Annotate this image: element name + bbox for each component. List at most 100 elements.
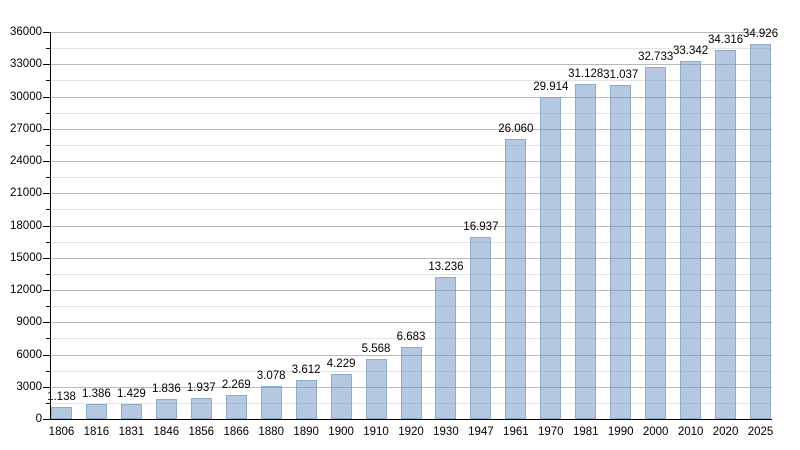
bar-value-label: 32.733 bbox=[638, 51, 674, 64]
y-major-tick bbox=[43, 32, 50, 33]
y-major-tick bbox=[43, 290, 50, 291]
bar-1930 bbox=[435, 276, 457, 419]
y-tick-label: 12000 bbox=[10, 284, 42, 296]
x-tick-label: 1880 bbox=[258, 426, 284, 438]
y-minor-tick bbox=[46, 177, 50, 178]
bar-value-label: 3.078 bbox=[256, 369, 286, 382]
y-tick-label: 9000 bbox=[16, 316, 42, 328]
y-major-tick bbox=[43, 64, 50, 65]
x-tick-label: 1806 bbox=[48, 426, 75, 438]
y-tick-label: 18000 bbox=[10, 220, 42, 232]
bar-2020 bbox=[715, 50, 737, 419]
bar-value-label: 1.386 bbox=[82, 388, 111, 401]
bar-1856 bbox=[190, 398, 212, 419]
bar-value-label: 16.937 bbox=[463, 220, 499, 233]
y-major-tick bbox=[43, 193, 50, 194]
y-tick-label: 21000 bbox=[10, 187, 42, 199]
gridline-minor bbox=[50, 209, 772, 210]
x-axis bbox=[50, 419, 772, 420]
bar-value-label: 1.138 bbox=[47, 390, 76, 403]
x-tick-label: 1930 bbox=[433, 426, 459, 438]
bar-1831 bbox=[120, 403, 142, 419]
bar-value-label: 31.037 bbox=[603, 69, 639, 82]
x-tick-label: 1910 bbox=[363, 426, 389, 438]
bar-value-label: 6.683 bbox=[396, 331, 426, 344]
bar-1910 bbox=[365, 359, 387, 419]
gridline-minor bbox=[50, 177, 772, 178]
gridline-minor bbox=[50, 338, 772, 339]
gridline-major bbox=[50, 161, 772, 162]
y-tick-label: 30000 bbox=[10, 91, 42, 103]
gridline-major bbox=[50, 322, 772, 323]
y-tick-label: 24000 bbox=[10, 155, 42, 167]
y-minor-tick bbox=[46, 242, 50, 243]
y-tick-label: 33000 bbox=[10, 58, 42, 70]
bar-1920 bbox=[400, 347, 422, 419]
bar-value-label: 1.937 bbox=[186, 382, 216, 395]
bar-value-label: 33.342 bbox=[673, 44, 709, 57]
bar-value-label: 4.229 bbox=[326, 357, 356, 370]
bar-value-label: 34.926 bbox=[742, 27, 779, 40]
bar-value-label: 2.269 bbox=[221, 378, 251, 391]
bar-1846 bbox=[155, 399, 177, 419]
y-major-tick bbox=[43, 258, 50, 259]
gridline-major bbox=[50, 226, 772, 227]
gridline-minor bbox=[50, 48, 772, 49]
x-tick-label: 1856 bbox=[188, 426, 215, 438]
gridline-minor bbox=[50, 145, 772, 146]
x-tick-label: 1890 bbox=[293, 426, 319, 438]
y-major-tick bbox=[43, 161, 50, 162]
bar-1866 bbox=[225, 394, 247, 419]
y-tick-label: 15000 bbox=[10, 252, 42, 264]
x-tick-label: 1981 bbox=[572, 426, 599, 438]
gridline-major bbox=[50, 193, 772, 194]
bar-1981 bbox=[575, 84, 597, 419]
gridline-minor bbox=[50, 242, 772, 243]
y-minor-tick bbox=[46, 306, 50, 307]
x-tick-label: 1831 bbox=[118, 426, 145, 438]
y-tick-label: 27000 bbox=[10, 123, 42, 135]
gridline-major bbox=[50, 64, 772, 65]
bar-1816 bbox=[85, 404, 107, 419]
bar-1880 bbox=[260, 385, 282, 419]
y-major-tick bbox=[43, 322, 50, 323]
y-major-tick bbox=[43, 419, 50, 420]
gridline-major bbox=[50, 290, 772, 291]
gridline-major bbox=[50, 97, 772, 98]
bar-value-label: 31.128 bbox=[568, 68, 604, 81]
x-tick-label: 1920 bbox=[398, 426, 424, 438]
x-tick-label: 1846 bbox=[153, 426, 180, 438]
bar-1970 bbox=[540, 97, 562, 419]
bar-value-label: 26.060 bbox=[498, 122, 534, 135]
bar-1961 bbox=[505, 138, 527, 419]
gridline-minor bbox=[50, 306, 772, 307]
y-axis bbox=[50, 32, 51, 420]
y-tick-label: 0 bbox=[35, 413, 42, 425]
x-tick-label: 2020 bbox=[712, 426, 739, 438]
y-minor-tick bbox=[46, 403, 50, 404]
y-minor-tick bbox=[46, 371, 50, 372]
gridline-minor bbox=[50, 80, 772, 81]
y-tick-label: 6000 bbox=[16, 349, 42, 361]
y-minor-tick bbox=[46, 48, 50, 49]
x-tick-label: 1866 bbox=[223, 426, 250, 438]
y-tick-label: 3000 bbox=[16, 381, 42, 393]
y-tick-label: 36000 bbox=[10, 26, 42, 38]
x-tick-label: 1970 bbox=[538, 426, 564, 438]
y-minor-tick bbox=[46, 209, 50, 210]
bar-value-label: 13.236 bbox=[428, 260, 464, 273]
bar-1806 bbox=[50, 406, 72, 419]
x-tick-label: 1816 bbox=[83, 426, 110, 438]
bar-value-label: 3.612 bbox=[291, 364, 321, 377]
gridline-minor bbox=[50, 113, 772, 114]
y-minor-tick bbox=[46, 338, 50, 339]
bar-2010 bbox=[680, 60, 702, 419]
y-minor-tick bbox=[46, 80, 50, 81]
y-major-tick bbox=[43, 355, 50, 356]
x-tick-label: 1961 bbox=[503, 426, 529, 438]
bar-1900 bbox=[330, 373, 352, 419]
bar-value-label: 1.836 bbox=[151, 383, 181, 396]
x-tick-label: 1947 bbox=[468, 426, 494, 438]
